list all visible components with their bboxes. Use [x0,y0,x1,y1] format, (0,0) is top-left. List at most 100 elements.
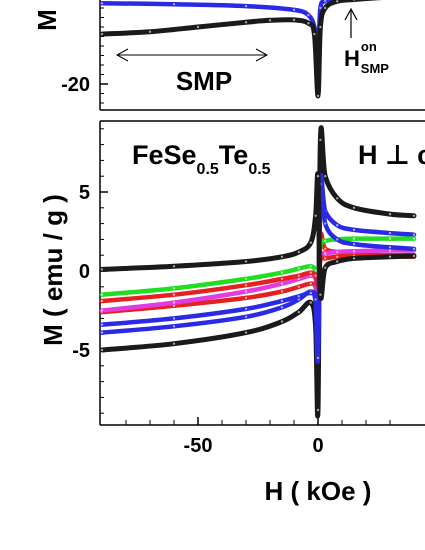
point-1-0-0 [100,348,104,352]
point-0-0-0 [100,2,104,5]
point-1-4-4 [297,277,300,281]
smp-double-arrow [115,48,269,62]
point-1-6-13 [412,247,416,251]
point-1-4-10 [336,250,339,254]
point-1-4-9 [324,252,327,255]
point-1-3-12 [388,237,392,240]
point-1-4-2 [244,290,248,293]
top-y-axis-label: M [32,9,62,31]
top-panel: M -20 SMP Hon SMP [32,0,425,111]
point-1-3-4 [297,267,300,270]
point-1-0-13 [412,214,416,217]
point-1-6-4 [297,295,300,298]
point-1-3-2 [244,277,248,281]
point-0-0-4 [307,13,310,17]
point-1-3-9 [324,239,327,243]
point-1-1-3 [280,306,284,309]
point-0-1-8 [316,94,320,98]
point-1-0-4 [297,310,300,314]
y-tick-label: -5 [72,340,90,362]
point-1-4-12 [388,249,392,252]
point-1-5-2 [244,284,248,287]
point-1-3-1 [172,287,176,290]
point-1-4-5 [309,274,312,277]
point-1-0-5 [309,301,312,304]
point-1-5-9 [324,257,327,260]
point-0-0-3 [292,8,296,12]
point-0-1-4 [268,19,272,22]
point-1-2-1 [172,304,176,307]
point-1-0-3 [280,320,284,323]
bottom-series [99,125,417,419]
hon-arrow [344,7,358,38]
series-1-0-black [99,125,417,419]
point-1-0-2 [244,331,248,334]
point-1-5-3 [280,277,284,281]
point-1-7-8 [319,293,322,296]
x-tick-label: -50 [184,435,213,457]
point-0-1-6 [307,22,310,25]
top-y-tick-label: -20 [61,74,90,96]
point-1-3-0 [100,293,104,296]
point-1-6-3 [280,299,284,303]
point-1-3-6 [314,269,317,273]
point-1-2-3 [280,290,284,293]
point-1-1-12 [388,231,392,235]
point-1-3-13 [412,237,416,240]
point-1-7-4 [297,250,300,254]
point-1-1-10 [336,224,339,227]
point-1-5-1 [172,293,176,296]
point-1-5-10 [336,255,339,258]
point-1-1-13 [412,233,416,236]
smp-label: SMP [176,66,232,96]
point-1-4-1 [172,301,176,304]
point-1-4-11 [352,250,356,253]
point-1-2-4 [297,285,300,288]
series-1-6-blue [99,176,417,364]
point-0-1-5 [292,18,296,22]
y-tick-label: 0 [79,261,90,283]
point-1-4-0 [100,309,104,312]
point-0-0-2 [244,4,248,8]
point-1-5-6 [314,274,317,277]
hon-label: Hon SMP [344,39,389,76]
point-0-0-7 [319,6,322,10]
point-1-0-1 [172,342,176,345]
point-0-1-3 [244,21,248,24]
point-1-5-0 [100,299,104,303]
orientation-label: H ⊥ c [358,140,425,170]
y-tick-label: 5 [79,182,90,204]
point-1-7-7 [316,175,320,178]
point-1-6-11 [352,242,356,246]
point-1-1-0 [100,331,104,334]
formula-label: FeSe0.5Te0.5 [132,140,271,178]
point-1-0-7 [316,408,320,412]
bottom-panel: 5 0 -5 -50 0 FeSe0.5Te0.5 H ⊥ c M ( emu / g … [38,120,425,506]
point-0-0-1 [172,2,176,6]
point-1-6-7 [316,356,320,360]
series-1-7-black [99,171,417,301]
point-0-1-1 [148,30,152,33]
point-1-1-2 [244,315,248,318]
point-0-1-9 [319,25,322,29]
point-1-0-9 [324,175,327,178]
point-1-6-1 [172,317,176,320]
point-1-6-12 [388,246,392,249]
point-1-6-10 [336,238,339,241]
point-1-3-5 [309,265,312,268]
x-axis-label: H ( kOe ) [265,476,372,506]
point-1-3-3 [280,271,284,274]
point-0-1-2 [196,25,200,29]
point-1-7-12 [388,255,392,258]
point-1-7-3 [280,255,284,258]
point-1-1-11 [352,228,356,232]
point-1-0-8 [319,138,322,142]
point-1-7-1 [172,265,176,268]
point-1-7-10 [336,260,339,263]
point-1-5-5 [309,271,312,274]
top-series [99,0,383,99]
point-1-7-2 [244,260,248,263]
bottom-y-axis-label: M ( emu / g ) [38,194,68,346]
point-0-1-0 [100,32,104,36]
